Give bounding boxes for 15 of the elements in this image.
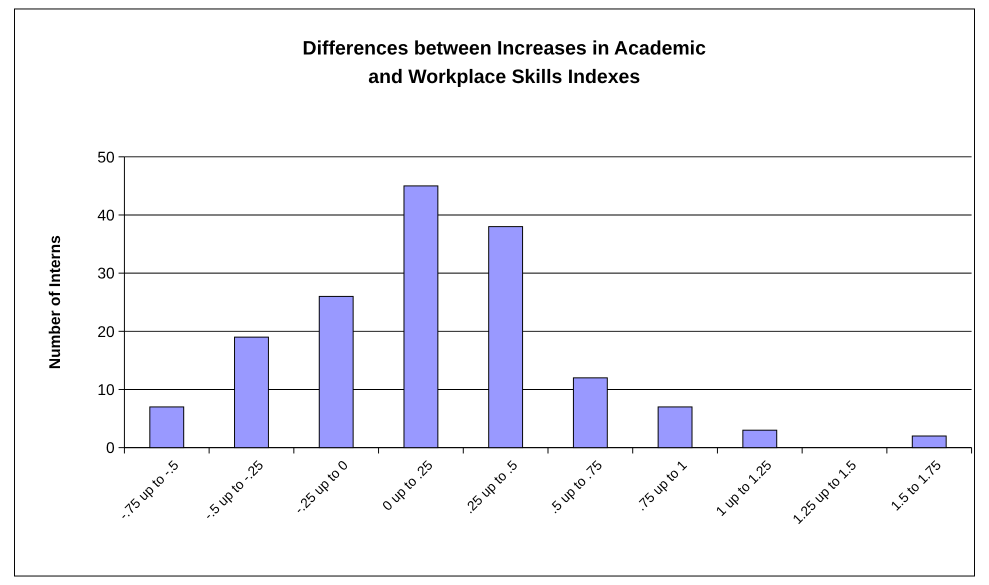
- chart-title: Differences between Increases in Academic and Workplace Skills Indexes: [302, 38, 706, 88]
- y-tick-label: 50: [97, 149, 116, 166]
- y-axis-title: Number of Interns: [47, 234, 64, 370]
- y-tick-label: 30: [97, 266, 116, 283]
- y-tick-label: 40: [97, 207, 116, 224]
- x-tick-label: .5 up to .75: [546, 458, 606, 516]
- y-tick-label: 0: [106, 440, 116, 458]
- x-tick-label: -.5 up to -.25: [201, 458, 266, 523]
- x-tick-label: .25 up to .5: [462, 458, 520, 516]
- y-tick-label: 10: [97, 382, 116, 399]
- x-tick-label: -.75 up to -.5: [116, 458, 182, 523]
- x-tick-label: 0 up to .25: [380, 458, 436, 514]
- x-tick-label: -.25 up to 0: [292, 457, 352, 517]
- x-tick-label: .75 up to 1: [634, 458, 690, 514]
- y-tick-label: 20: [97, 324, 116, 341]
